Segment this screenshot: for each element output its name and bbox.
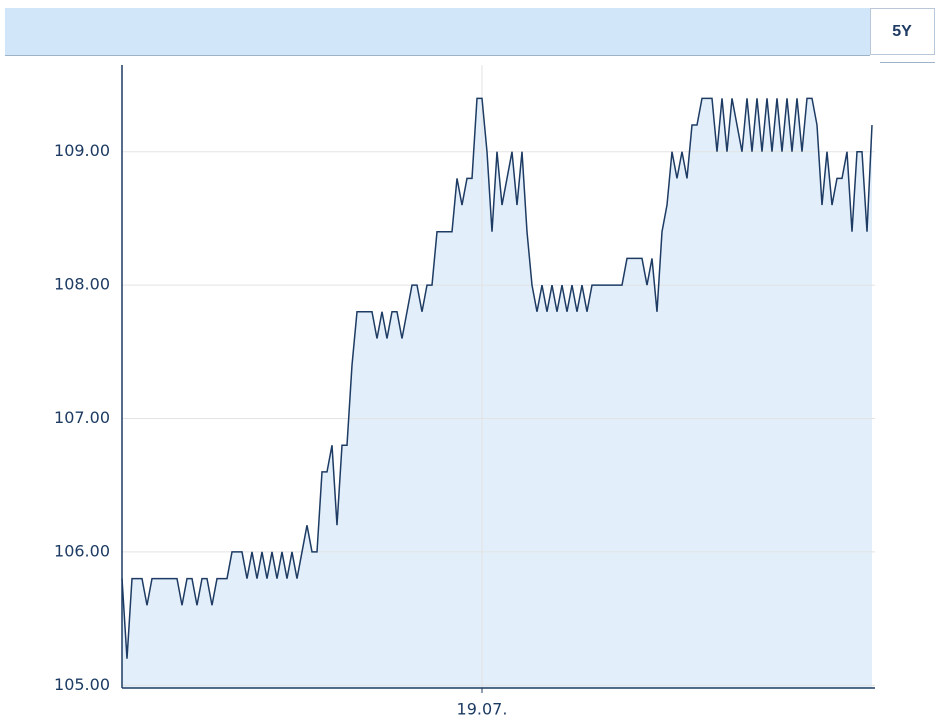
area <box>122 98 872 688</box>
y-tick-label: 108.00 <box>54 275 110 294</box>
y-tick-label: 106.00 <box>54 541 110 560</box>
line <box>121 97 873 659</box>
y-tick-label: 109.00 <box>54 141 110 160</box>
toolbar <box>5 8 870 55</box>
range-button-label[interactable]: 5Y <box>892 23 912 40</box>
range-button[interactable] <box>870 8 935 55</box>
y-tick-label: 107.00 <box>54 408 110 427</box>
x-tick-label: 19.07. <box>457 700 508 719</box>
y-tick-label: 105.00 <box>54 675 110 694</box>
